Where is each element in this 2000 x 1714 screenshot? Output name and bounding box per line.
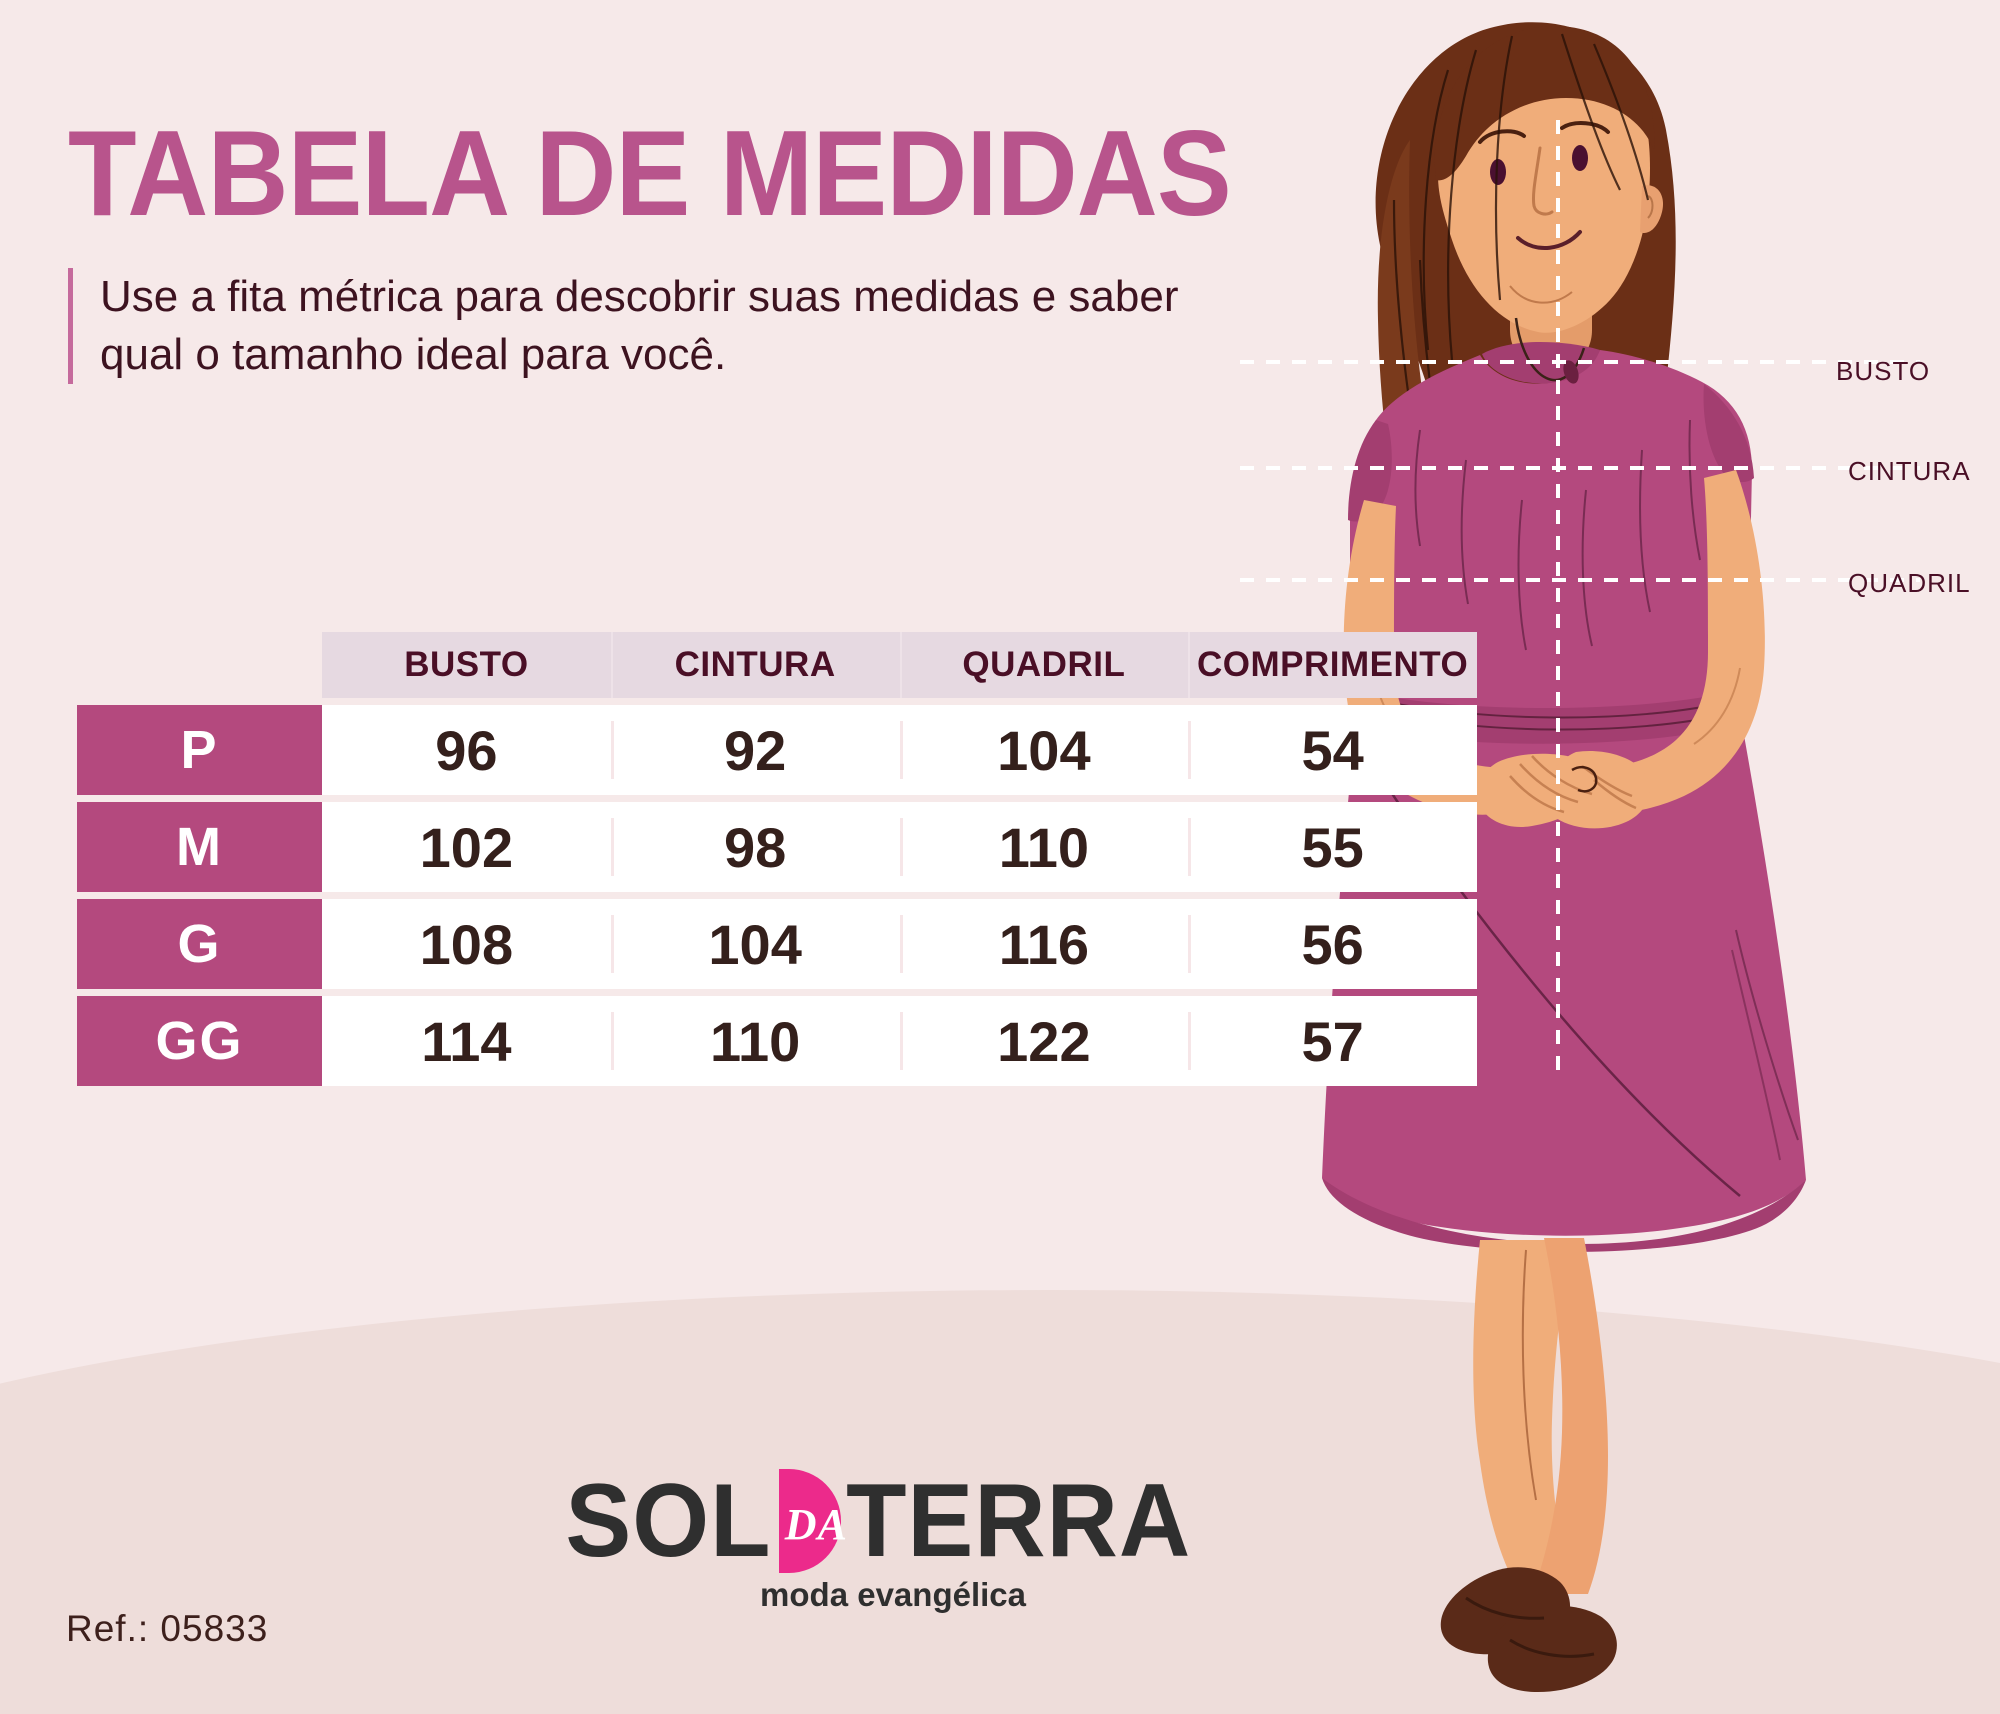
skirt-fold-right-2	[1731, 949, 1781, 1161]
table-row-values: 102 98 110 55	[322, 802, 1477, 892]
brand-word-terra: TERRA	[845, 1463, 1191, 1579]
cell-gg-cintura: 110	[610, 996, 900, 1086]
brand-logo-wordmark: SOL DA TERRA	[560, 1462, 1190, 1580]
cell-gg-quadril: 122	[899, 996, 1189, 1086]
cell-p-quadril: 104	[899, 705, 1189, 795]
skirt-hem	[1322, 1178, 1806, 1252]
cell-m-busto: 102	[419, 815, 514, 879]
subtitle-block: Use a fita métrica para descobrir suas m…	[68, 268, 1220, 385]
cell-g-quadril: 116	[899, 899, 1189, 989]
cell-gg-comprimento: 57	[1188, 996, 1477, 1086]
subtitle-text: Use a fita métrica para descobrir suas m…	[100, 272, 1179, 380]
column-header-busto: BUSTO	[404, 645, 529, 684]
eye-right	[1572, 145, 1588, 171]
reference-number: Ref.: 05833	[66, 1608, 269, 1649]
leg-right	[1532, 1238, 1608, 1594]
jaw-line	[1509, 285, 1573, 304]
table-header-size-spacer	[77, 632, 322, 698]
sleeve-left	[1348, 420, 1392, 522]
hand-right	[1542, 750, 1650, 829]
sleeve-right	[1703, 384, 1754, 483]
shoe-left-detail	[1465, 1596, 1545, 1620]
shoe-right	[1487, 1605, 1617, 1692]
table-row: P 96 92 104 54	[77, 705, 1477, 795]
nose	[1532, 146, 1554, 216]
mouth	[1516, 230, 1582, 251]
cell-p-comprimento: 54	[1188, 705, 1477, 795]
table-row-values: 96 92 104 54	[322, 705, 1477, 795]
dress-folds-top	[1414, 419, 1701, 651]
size-label-gg: GG	[77, 996, 322, 1086]
eye-left	[1490, 159, 1506, 185]
brand-word-sol: SOL	[565, 1463, 772, 1579]
left-content-column: TABELA DE MEDIDAS Use a fita métrica par…	[68, 112, 1477, 1086]
ear-detail	[1647, 195, 1654, 219]
cell-m-comprimento: 55	[1188, 802, 1477, 892]
necklace-chain	[1514, 317, 1586, 382]
column-header-comprimento: COMPRIMENTO	[1188, 632, 1477, 698]
subtitle-accent-bar	[68, 268, 73, 385]
leg-left	[1473, 1240, 1572, 1586]
table-row: M 102 98 110 55	[77, 802, 1477, 892]
measurement-label-busto: BUSTO	[1836, 356, 1931, 386]
brand-d-badge-icon: DA	[778, 1469, 847, 1573]
cell-gg-busto: 114	[421, 1009, 512, 1073]
size-label-g: G	[77, 899, 322, 989]
brand-tagline: moda evangélica	[760, 1576, 1026, 1613]
background-ground-shape	[0, 1290, 2000, 1714]
cell-m-quadril: 110	[899, 802, 1189, 892]
necklace-pendant	[1563, 360, 1579, 384]
skirt-fold-right	[1735, 929, 1799, 1141]
cell-p-busto: 96	[435, 718, 498, 782]
shoe-right-detail	[1509, 1638, 1595, 1658]
page-title: TABELA DE MEDIDAS	[68, 105, 1232, 241]
table-row-values: 114 110 122 57	[322, 996, 1477, 1086]
leg-contour	[1521, 1249, 1537, 1501]
measurement-label-cintura: CINTURA	[1848, 456, 1971, 486]
cell-g-comprimento: 56	[1188, 899, 1477, 989]
brand-badge-text: DA	[784, 1500, 848, 1549]
size-label-m: M	[77, 802, 322, 892]
cell-p-cintura: 92	[610, 705, 900, 795]
brow-right	[1560, 121, 1610, 134]
measurements-table: BUSTO CINTURA QUADRIL COMPRIMENTO P 96 9…	[77, 632, 1477, 1086]
table-header-band: BUSTO CINTURA QUADRIL COMPRIMENTO	[322, 632, 1477, 698]
arm-right	[1590, 470, 1765, 814]
table-row: G 108 104 116 56	[77, 899, 1477, 989]
brow-left	[1478, 129, 1526, 144]
cell-g-busto: 108	[419, 912, 514, 976]
cell-g-cintura: 104	[610, 899, 900, 989]
column-header-cintura: CINTURA	[610, 632, 900, 698]
elbow-right-line	[1693, 667, 1741, 745]
table-header-row: BUSTO CINTURA QUADRIL COMPRIMENTO	[77, 632, 1477, 698]
measurement-label-quadril: QUADRIL	[1848, 568, 1971, 598]
column-header-quadril: QUADRIL	[899, 632, 1189, 698]
table-row: GG 114 110 122 57	[77, 996, 1477, 1086]
hair-fringe	[1434, 26, 1655, 181]
brand-logo: SOL DA TERRA moda evangélica	[560, 1462, 1190, 1614]
size-label-p: P	[77, 705, 322, 795]
cell-m-cintura: 98	[610, 802, 900, 892]
ring	[1571, 766, 1598, 793]
table-row-values: 108 104 116 56	[322, 899, 1477, 989]
